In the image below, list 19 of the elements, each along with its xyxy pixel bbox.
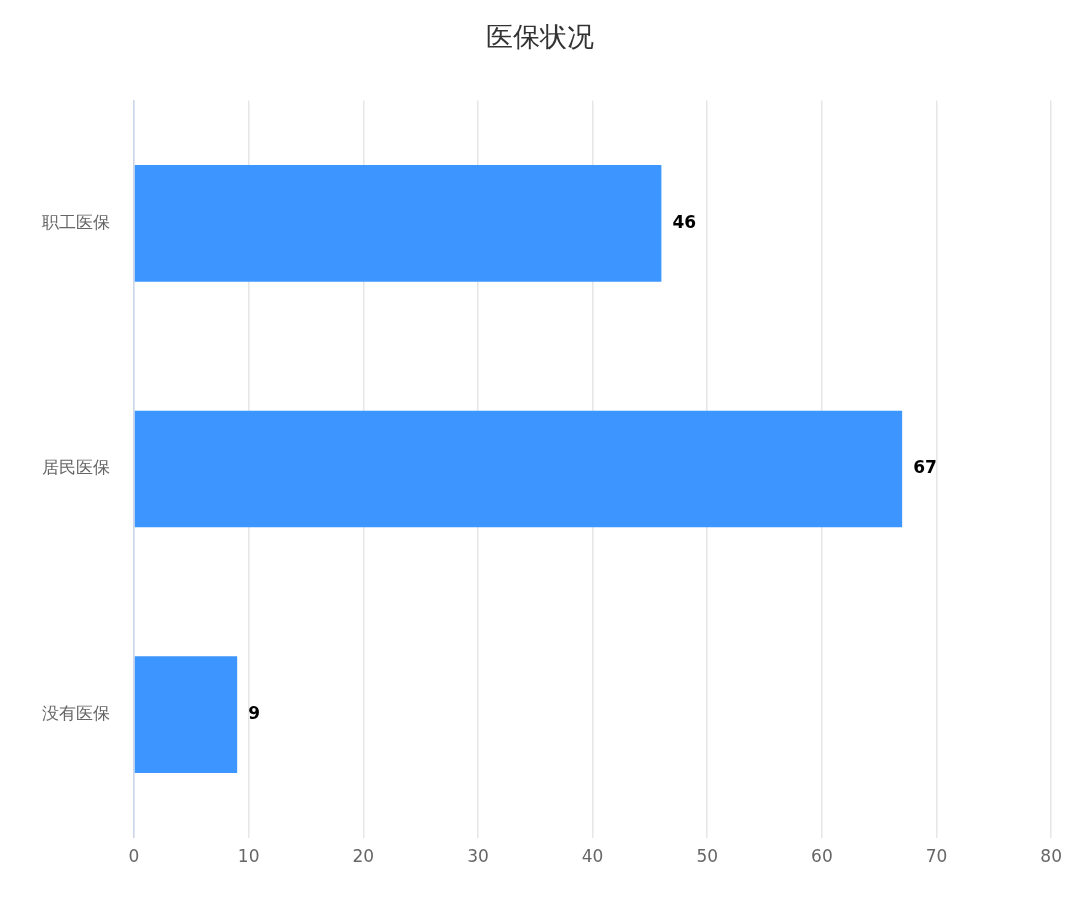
chart-title: 医保状况 [486,21,594,53]
y-tick-label: 居民医保 [42,457,110,478]
y-tick-label: 没有医保 [42,703,110,724]
x-tick-label: 20 [352,846,375,867]
x-tick-label: 80 [1040,846,1062,867]
bar [134,410,903,528]
x-tick-label: 10 [237,846,260,867]
data-label: 67 [913,457,937,478]
x-tick-label: 60 [811,846,833,867]
bar [134,656,238,774]
x-tick-label: 0 [128,846,140,867]
data-label: 9 [248,703,261,724]
data-label: 46 [672,211,697,232]
x-tick-label: 30 [467,846,489,867]
x-tick-label: 50 [696,846,719,867]
x-tick-label: 40 [581,846,604,867]
x-tick-label: 70 [925,846,948,867]
bar [134,164,662,282]
y-tick-label: 职工医保 [42,211,110,232]
